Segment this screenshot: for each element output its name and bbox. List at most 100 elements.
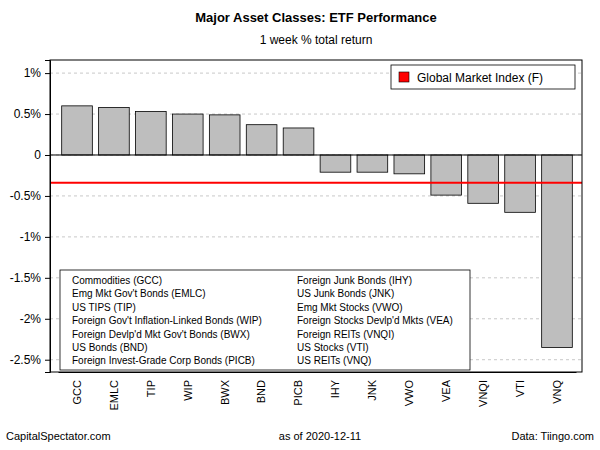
x-tick: JNK [366,372,378,401]
y-tick-label: -2.5% [10,353,42,367]
x-tick: VWO [403,372,415,406]
bar [320,155,351,172]
x-tick: VNQI [477,372,489,407]
footnote: CapitalSpectator.com [6,430,111,442]
x-axis: GCC EMLC TIP WIP BWX BND PICB IHY JNK VWO VEA VNQI V… [59,372,577,411]
legend-swatch [399,72,409,82]
bar [209,115,240,155]
grid-line [50,195,582,196]
y-tick: -1% [20,230,50,244]
annotation-text: Foreign Devlp'd Mkt Gov't Bonds (BWX) [72,329,250,340]
annotation-text: Foreign Junk Bonds (IHY) [297,275,412,286]
x-tick: VEA [440,372,452,402]
y-axis: -2.5% -2% -1.5% -1% -0.5% 0 0.5% 1% [10,61,51,373]
annotation-text: US REITs (VNQ) [297,355,371,366]
bar [357,155,388,172]
bar [283,128,314,155]
y-tick: 0 [34,148,50,162]
reference-line [50,182,582,184]
x-tick-label: WIP [182,380,194,401]
annotation-text: Foreign Invest-Grade Corp Bonds (PICB) [72,355,255,366]
annotation-text: Foreign Stocks Devlp'd Mkts (VEA) [297,315,453,326]
y-tick-mark [45,73,50,74]
y-tick: 0.5% [14,107,50,121]
y-tick: 1% [24,66,50,80]
x-tick: EMLC [108,372,120,411]
x-tick: BWX [219,372,231,405]
y-tick-mark [45,114,50,115]
annotation-text: US Stocks (VTI) [297,342,369,353]
x-tick: TIP [145,372,157,397]
y-axis-line [45,61,51,373]
chart: Major Asset Classes: ETF Performance1 we… [0,0,600,450]
x-tick-label: EMLC [108,380,120,411]
bar [468,155,499,203]
x-tick-label: VWO [403,380,415,407]
annotation-frame [60,270,470,370]
annotation-box: Commodities (GCC) Emg Mkt Gov't Bonds (EM… [60,270,470,370]
x-tick: WIP [182,372,194,401]
annotation-text: Emg Mkt Stocks (VWO) [297,302,403,313]
x-tick: VNQ [551,372,563,404]
bar [172,114,203,155]
grid-line [50,154,582,155]
y-tick-mark [45,196,50,197]
annotation-text: US TIPS (TIP) [72,302,136,313]
annotation-text: US Junk Bonds (JNK) [297,288,394,299]
y-tick-label: 0.5% [14,107,42,121]
x-tick-label: BND [255,380,267,403]
plot-frame [50,60,582,372]
x-tick: IHY [329,372,341,398]
y-tick-label: -0.5% [10,189,42,203]
x-tick: GCC [71,372,83,404]
annotation-text: Emg Mkt Gov't Bonds (EMLC) [72,288,206,299]
footnote: as of 2020-12-11 [279,430,361,442]
x-tick-label: VEA [440,379,452,402]
bar [394,155,425,174]
x-tick-label: GCC [71,380,83,405]
x-tick: PICB [292,372,304,406]
plot-area [50,106,582,348]
y-tick-mark [45,319,50,320]
annotation-text: Foreign REITs (VNQI) [297,329,394,340]
x-tick: VTI [514,372,526,397]
zero-line [50,154,582,155]
y-tick: -2% [20,312,50,326]
y-tick-mark [45,237,50,238]
x-axis-line [59,372,577,373]
y-tick-label: -1.5% [10,271,42,285]
annotation-text: US Bonds (BND) [72,342,148,353]
legend: Global Market Index (F) [391,65,575,89]
legend-label: Global Market Index (F) [417,71,543,85]
x-tick: BND [255,372,267,403]
x-tick-label: IHY [329,379,341,398]
x-tick-label: VTI [514,380,526,397]
footnote: Data: Tiingo.com [511,430,594,442]
bar [99,107,130,154]
x-tick-label: VNQ [551,380,563,404]
x-tick-label: TIP [145,380,157,397]
x-tick-label: VNQI [477,380,489,407]
bar [246,125,277,155]
y-tick-label: 1% [24,66,42,80]
grid-line [50,114,582,115]
grid [50,73,582,360]
annotation-text: Foreign Gov't Inflation-Linked Bonds (WI… [72,315,262,326]
legend-box [391,65,575,89]
x-tick-label: JNK [366,379,378,400]
bar [136,112,167,155]
y-tick: -0.5% [10,189,50,203]
subtitle: 1 week % total return [260,33,373,47]
x-tick-label: PICB [292,380,304,406]
y-tick: -2.5% [10,353,50,367]
bar [431,155,462,195]
grid-line [50,236,582,237]
y-tick-label: -1% [20,230,42,244]
y-tick-label: -2% [20,312,42,326]
y-tick-mark [45,278,50,279]
y-tick-label: 0 [34,148,41,162]
bar [62,106,93,155]
x-tick-label: BWX [219,379,231,405]
annotation-text: Commodities (GCC) [72,275,162,286]
y-tick-mark [45,155,50,156]
